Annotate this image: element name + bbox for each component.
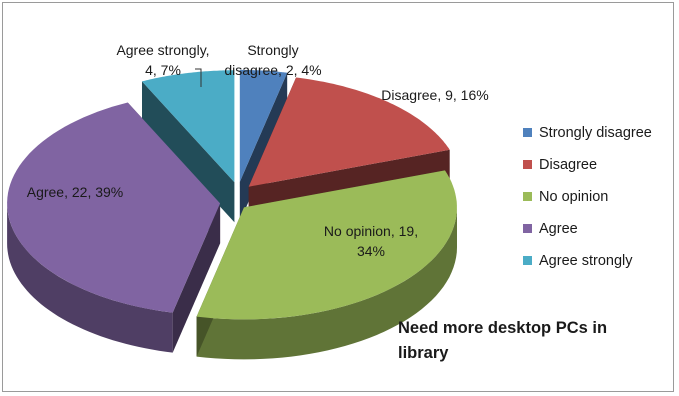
data-labels: Strongly disagree, 2, 4% Disagree, 9, 16% N… bbox=[27, 42, 489, 259]
slice-wall-2 bbox=[196, 207, 457, 360]
data-label-agree-strongly: Agree strongly, 4, 7% bbox=[116, 42, 209, 78]
legend: Strongly disagree Disagree No opinion Agree… bbox=[523, 125, 652, 269]
leader-line bbox=[195, 68, 202, 87]
slice-strongly-disagree bbox=[239, 69, 288, 182]
data-label-agree: Agree, 22, 39% bbox=[27, 184, 124, 200]
slice-face-4-0 bbox=[142, 81, 235, 223]
data-label-strongly-disagree: Strongly disagree, 2, 4% bbox=[224, 42, 321, 78]
data-label-disagree: Disagree, 9, 16% bbox=[381, 87, 488, 103]
legend-label-strongly-disagree: Strongly disagree bbox=[539, 125, 652, 141]
legend-swatch-agree bbox=[523, 224, 532, 233]
slice-no-opinion bbox=[196, 170, 457, 320]
legend-label-disagree: Disagree bbox=[539, 157, 597, 173]
legend-swatch-agree-strongly bbox=[523, 256, 532, 265]
slice-disagree bbox=[248, 77, 450, 187]
slice-agree-strongly bbox=[142, 70, 235, 183]
legend-label-agree: Agree bbox=[539, 221, 578, 237]
legend-swatch-disagree bbox=[523, 160, 532, 169]
slice-agree bbox=[7, 102, 221, 313]
chart-title: Need more desktop PCs in library bbox=[398, 319, 607, 362]
pie-chart: Strongly disagree, 2, 4% Disagree, 9, 16% N… bbox=[7, 42, 652, 362]
slice-face-3-0 bbox=[172, 203, 221, 353]
pie-slices bbox=[7, 69, 457, 360]
legend-label-no-opinion: No opinion bbox=[539, 189, 608, 205]
legend-label-agree-strongly: Agree strongly bbox=[539, 253, 633, 269]
data-label-no-opinion: No opinion, 19, 34% bbox=[324, 223, 418, 259]
slice-wall-3 bbox=[7, 203, 173, 353]
legend-swatch-no-opinion bbox=[523, 192, 532, 201]
chart-area: Strongly disagree, 2, 4% Disagree, 9, 16% N… bbox=[2, 2, 674, 392]
legend-swatch-strongly-disagree bbox=[523, 128, 532, 137]
